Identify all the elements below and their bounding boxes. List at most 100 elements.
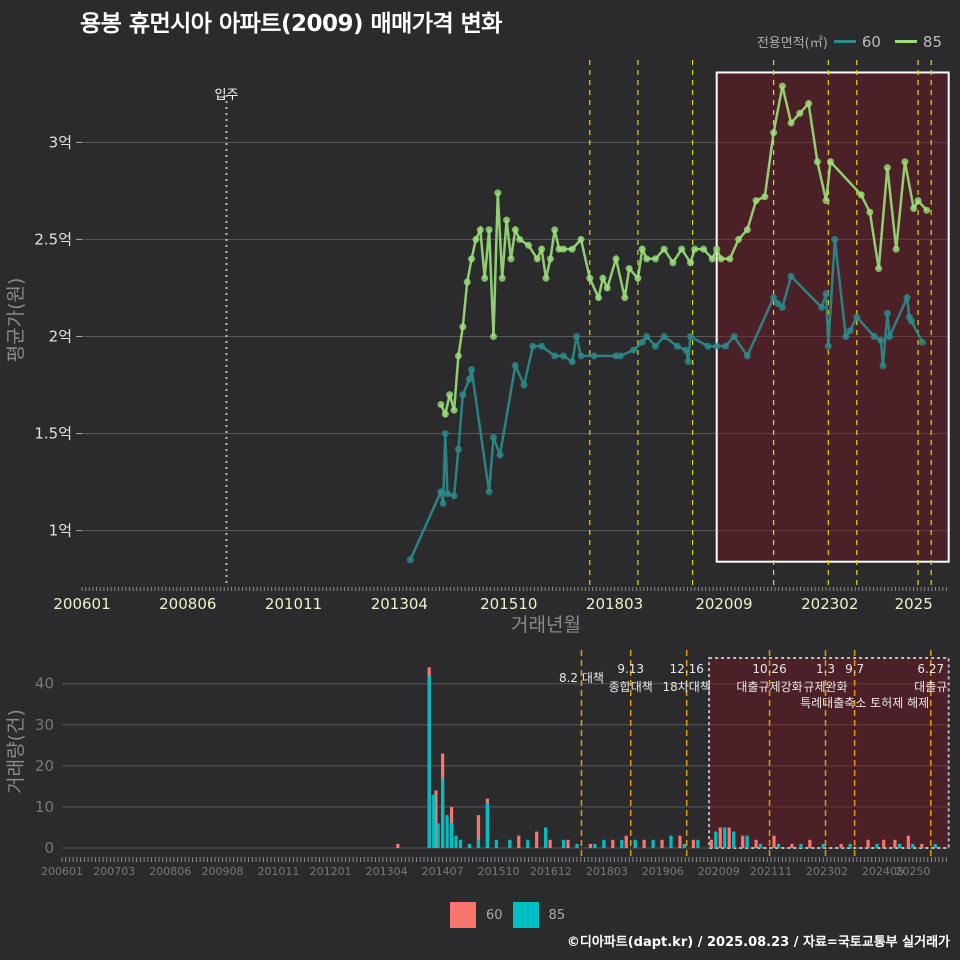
y-tick-label: 1.5억 [34,425,72,443]
data-point-85 [813,158,821,166]
data-point-60 [459,391,467,399]
data-point-85 [691,245,699,253]
bar-85 [575,843,579,848]
x-tick-label: 202405 [862,865,904,878]
x-tick-label: 200703 [93,865,135,878]
y-tick-label: 3억 [49,133,72,151]
data-point-60 [787,272,795,280]
x-tick-label: 201011 [265,595,322,613]
bar-85 [467,843,472,848]
bar-60 [709,839,713,848]
data-point-60 [441,430,449,438]
data-point-60 [590,352,598,360]
data-point-85 [708,255,716,263]
legend-swatch-60 [833,40,856,43]
bar-85 [432,794,436,848]
volume-chart: 0 10 20 30 40 200601 200703 200806 200908 201011 2… [5,650,950,878]
chart-title: 용봉 휴먼시아 아파트(2009) 매매가격 변화 [80,11,502,37]
event-date: 12.16 [670,662,704,676]
data-point-85 [524,241,532,249]
data-point-60 [643,333,651,341]
data-point-85 [446,391,454,399]
x-tick-label: 200806 [159,595,216,613]
data-point-60 [443,490,451,498]
bar-60 [611,839,615,848]
bar-85 [723,827,727,848]
x-tick-label: 202009 [698,865,740,878]
data-point-60 [770,294,778,302]
data-point-60 [842,333,850,341]
data-point-85 [542,274,550,282]
data-point-60 [406,556,414,564]
data-point-85 [503,216,511,224]
bar-60 [906,835,910,848]
data-point-85 [638,245,646,253]
data-point-85 [660,245,668,253]
data-point-85 [761,193,769,201]
bar-85 [745,835,749,848]
legend-label-60: 60 [861,32,881,51]
x-tick-label: 200908 [201,865,243,878]
event-date: 1.3 [816,662,835,676]
data-point-85 [437,400,445,408]
data-point-85 [827,158,835,166]
y-tick-label: 2억 [49,328,72,346]
bar-85 [848,843,852,848]
data-point-60 [686,333,694,341]
data-point-85 [450,406,458,414]
x-axis-title: 거래년월 [511,614,581,636]
data-point-60 [846,327,854,335]
x-tick-label: 202009 [695,595,752,613]
event-date: 6.27 [917,662,944,676]
y-tick-label: 10 [35,798,54,816]
bar-85 [593,843,597,848]
legend-top: 전용면적(㎡) 60 85 [757,32,950,52]
data-point-60 [918,338,926,346]
y-axis-title: 평균가(원) [5,278,27,363]
bar-85 [799,843,803,848]
data-point-60 [883,309,891,317]
bar-85 [526,839,530,848]
highlight-region [708,657,950,849]
data-point-85 [441,410,449,418]
bar-60 [866,839,870,848]
x-tick-label: 200601 [53,595,110,613]
data-point-85 [621,294,629,302]
data-point-60 [489,433,497,441]
data-point-85 [857,191,865,199]
legend-label-85: 85 [922,32,942,51]
data-point-60 [439,499,447,507]
y-axis-title: 거래량(건) [5,709,27,794]
bar-85 [875,843,879,848]
data-point-85 [717,255,725,263]
event-label: 8.2 대책 [559,670,604,685]
bar-85 [561,839,566,848]
event-label: 18차대책 [662,679,710,694]
bar-85 [441,778,445,848]
bar-60 [839,843,843,848]
data-point-60 [721,342,729,350]
x-tick-label: 202302 [806,865,848,878]
bar-60 [434,790,438,848]
bar-60 [741,835,745,848]
data-point-60 [824,342,832,350]
bar-60 [548,839,552,848]
data-point-85 [822,197,830,205]
data-point-85 [787,119,795,127]
bar-60 [790,843,794,848]
x-tick-label: 201803 [586,865,628,878]
data-point-85 [476,226,484,234]
legend-box-85 [512,902,539,928]
data-point-60 [465,375,473,383]
data-point-85 [516,235,524,243]
data-point-60 [559,352,567,360]
data-point-85 [498,274,506,282]
bar-60 [535,831,539,848]
event-date: 9.7 [845,662,864,676]
bar-85 [696,839,700,848]
data-point-85 [538,245,546,253]
bar-85 [732,831,736,848]
x-tick-label: 201803 [586,595,643,613]
bar-85 [436,823,440,848]
data-point-60 [743,352,751,360]
